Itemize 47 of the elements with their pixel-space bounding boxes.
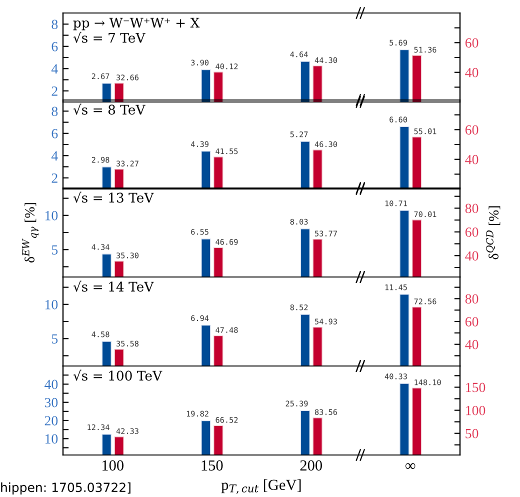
y2-tick-label: 40 xyxy=(465,251,478,261)
x-tick-label: 200 xyxy=(300,460,322,471)
y2-tick-label: 40 xyxy=(465,68,478,78)
y2-tick-label: 100 xyxy=(466,406,486,416)
annotation: √s = 8 TeV xyxy=(73,104,146,115)
annotation: √s = 7 TeV xyxy=(73,32,146,43)
y2-tick-label: 80 xyxy=(465,204,478,214)
y-tick-label: 5 xyxy=(52,245,58,255)
y2-axis-title: δ$^{QCD}$ [%] xyxy=(486,206,500,260)
y-tick-label: 40 xyxy=(44,380,58,390)
y-tick-label: 30 xyxy=(44,398,58,408)
y-tick-label: 10 xyxy=(45,434,58,444)
y-tick-label: 4 xyxy=(51,64,58,74)
y2-tick-label: 60 xyxy=(465,317,478,326)
annotation: pp → W⁻W⁺W⁺ + X xyxy=(73,18,200,30)
bar xyxy=(412,388,422,455)
y-tick-label: 20 xyxy=(44,416,58,426)
x-tick-label: ∞ xyxy=(406,463,416,469)
y2-tick-label: 40 xyxy=(465,154,478,164)
y-tick-label: 6 xyxy=(52,128,58,138)
y-tick-label: 5 xyxy=(52,334,58,344)
bar xyxy=(312,418,322,455)
y-axis-title: δ$^{EW}$$_{qγ}$ [%] xyxy=(22,203,38,262)
y-tick-label: 2 xyxy=(52,86,58,96)
y2-tick-label: 60 xyxy=(465,38,478,48)
annotation: √s = 100 TeV xyxy=(73,370,162,381)
text: hippen: 1705.03722] xyxy=(1,482,130,495)
annotation: √s = 14 TeV xyxy=(73,280,154,292)
y2-tick-label: 60 xyxy=(465,227,478,237)
y2-tick-label: 60 xyxy=(465,125,478,135)
y-tick-label: 8 xyxy=(52,20,58,30)
y-tick-label: 10 xyxy=(45,210,58,220)
y-tick-label: 6 xyxy=(52,42,58,52)
annotation: √s = 13 TeV xyxy=(73,192,154,203)
x-tick-label: 100 xyxy=(102,460,124,471)
y-tick-label: 10 xyxy=(45,300,58,310)
x-tick-label: 150 xyxy=(202,460,223,471)
y-tick-label: 2 xyxy=(52,173,58,183)
y2-tick-label: 150 xyxy=(466,382,486,392)
y-tick-label: 8 xyxy=(52,106,58,116)
bar xyxy=(114,436,124,455)
y-tick-label: 4 xyxy=(51,151,58,160)
y2-tick-label: 80 xyxy=(465,294,478,304)
x-axis-title: p$_{T,cut}$ [GeV] xyxy=(221,479,301,494)
y2-tick-label: 50 xyxy=(466,428,478,438)
bar xyxy=(214,425,224,455)
y2-tick-label: 40 xyxy=(465,340,478,350)
